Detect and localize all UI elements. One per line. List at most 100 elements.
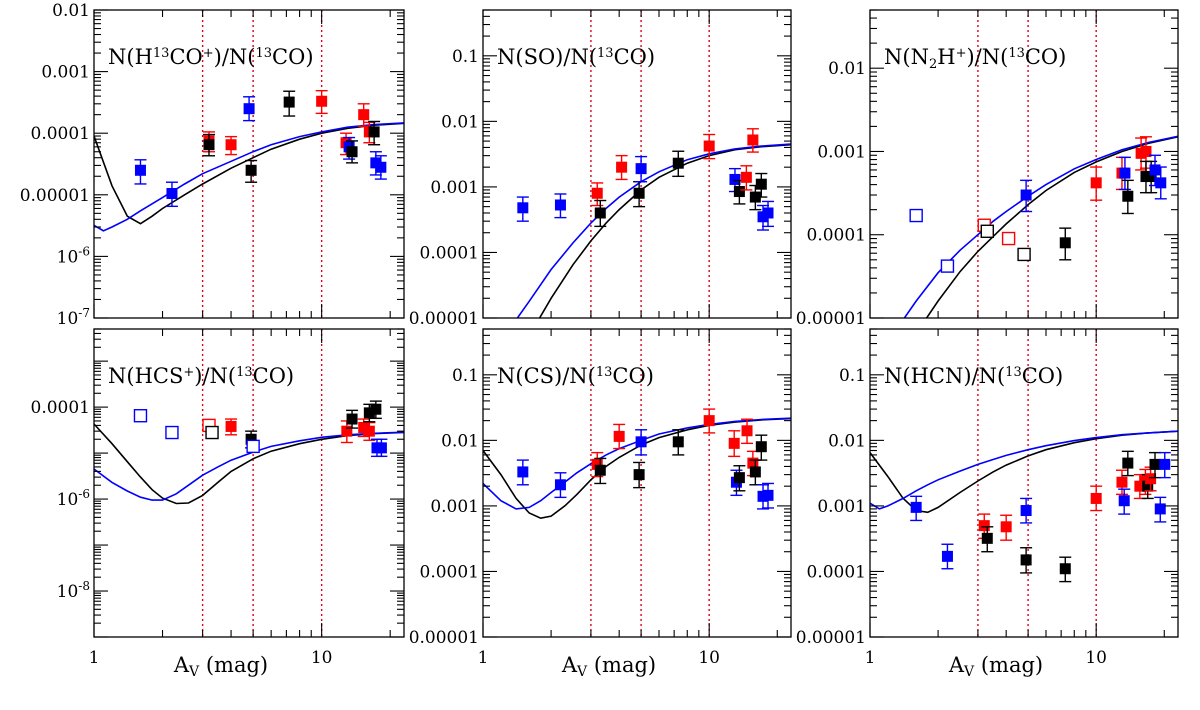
- panel-title-part: 13: [597, 46, 614, 61]
- panel-title-part: 13: [236, 365, 253, 380]
- marker-filled: [613, 430, 625, 442]
- panel-title: N(CS)/N(13CO): [497, 364, 654, 388]
- y-tick-label: 0.01: [828, 431, 866, 451]
- marker-filled: [1122, 457, 1134, 469]
- panel-title-part: 13: [596, 365, 613, 380]
- panel-title-part: N(HCN)/N(: [884, 364, 1005, 388]
- x-axis-title-main: A: [948, 653, 965, 677]
- data-point-red: [746, 128, 759, 153]
- marker-filled: [591, 458, 603, 470]
- axes-frame: [869, 328, 1179, 638]
- data-point-blue: [134, 159, 147, 185]
- marker-filled: [375, 442, 387, 454]
- marker-filled: [741, 425, 753, 437]
- marker-filled: [368, 126, 380, 138]
- marker-filled: [225, 139, 237, 151]
- y-tick-label-base: 0.00001: [796, 628, 866, 648]
- data-point-blue: [635, 429, 648, 456]
- data-point-blue: [243, 96, 256, 122]
- data-point-red: [363, 421, 376, 441]
- marker-filled: [358, 422, 370, 434]
- data-point-blue: [1158, 451, 1171, 479]
- marker-open: [1001, 231, 1016, 246]
- x-tick-label: 10: [311, 648, 333, 668]
- marker-filled: [1134, 480, 1146, 492]
- y-tick-label: 0.001: [41, 63, 90, 83]
- panel-title-part: CO: [169, 45, 202, 69]
- panel-title-part: +: [183, 365, 194, 380]
- marker-open: [133, 409, 148, 423]
- y-tick-label: 10-6: [57, 245, 90, 268]
- marker-filled: [1154, 503, 1166, 515]
- marker-filled: [729, 173, 741, 185]
- axes-frame: [482, 9, 792, 319]
- marker-filled: [225, 420, 237, 432]
- panel-title-part: 13: [1005, 365, 1022, 380]
- y-tick-label-exponent: -8: [78, 579, 90, 593]
- panel-title-part: 13: [1008, 46, 1025, 61]
- marker-filled: [363, 407, 375, 419]
- data-point-black: [1121, 179, 1134, 215]
- model-blue-curve: [870, 430, 1178, 510]
- marker-filled: [910, 501, 922, 513]
- y-tick-label: 0.0001: [807, 226, 866, 246]
- data-point-red: [741, 418, 754, 445]
- marker-open: [205, 425, 219, 440]
- marker-filled: [747, 457, 759, 469]
- data-point-red: [591, 182, 604, 207]
- panel-title-part: )/N(: [194, 364, 236, 388]
- marker-filled: [517, 202, 529, 214]
- marker-filled: [358, 109, 370, 121]
- data-point-black: [205, 425, 219, 440]
- y-tick-label: 0.0001: [420, 562, 479, 582]
- panel-title-part: 2: [929, 57, 937, 72]
- data-point-blue: [554, 472, 567, 499]
- y-tick-label-base: 0.001: [430, 178, 479, 198]
- x-axis-title-subscript: V: [576, 664, 588, 680]
- data-point-blue: [910, 495, 923, 522]
- data-point-black: [672, 429, 685, 456]
- model-blue-curve: [94, 122, 404, 232]
- data-point-black: [283, 90, 296, 117]
- y-tick-label-base: 10: [57, 490, 79, 510]
- marker-open: [909, 208, 923, 223]
- axes-frame: [93, 9, 405, 319]
- marker-filled: [1090, 492, 1102, 504]
- data-point-blue: [635, 155, 648, 183]
- y-tick-label-base: 0.001: [41, 63, 90, 83]
- marker-filled: [1118, 495, 1130, 507]
- data-point-blue: [762, 482, 775, 509]
- x-tick-label: 10: [698, 648, 720, 668]
- data-point-blue: [246, 439, 260, 454]
- marker-filled: [1119, 167, 1131, 179]
- data-point-blue: [133, 409, 148, 423]
- x-axis-title-main: A: [173, 653, 190, 677]
- data-point-red: [1090, 166, 1103, 201]
- y-tick-label: 0.001: [430, 178, 479, 198]
- data-point-black: [202, 133, 215, 157]
- marker-filled: [594, 207, 606, 219]
- panel-title-part: CO): [614, 45, 655, 69]
- data-point-black: [594, 457, 607, 485]
- y-tick-label: 0.0001: [31, 398, 90, 418]
- y-tick-label-base: 0.01: [52, 1, 90, 21]
- marker-filled: [703, 140, 715, 152]
- y-tick-label-exponent: -7: [78, 306, 90, 320]
- y-tick-label-base: 0.00001: [409, 628, 479, 648]
- model-blue-curve: [516, 143, 791, 318]
- marker-filled: [243, 103, 255, 115]
- x-tick-label: 1: [865, 648, 876, 668]
- data-point-blue: [165, 425, 179, 440]
- y-tick-label-base: 0.01: [828, 59, 866, 79]
- marker-open: [1017, 247, 1031, 262]
- panel-title-part: 13: [153, 46, 170, 61]
- y-tick-label: 0.0001: [420, 243, 479, 263]
- marker-filled: [635, 436, 647, 448]
- y-tick-label-base: 0.001: [817, 142, 866, 162]
- y-tick-label: 0.0001: [31, 124, 90, 144]
- x-axis-title-unit: (mag): [587, 653, 656, 677]
- y-tick-label: 0.1: [452, 47, 479, 67]
- marker-filled: [594, 464, 606, 476]
- marker-filled: [370, 403, 382, 415]
- data-point-red: [703, 408, 716, 434]
